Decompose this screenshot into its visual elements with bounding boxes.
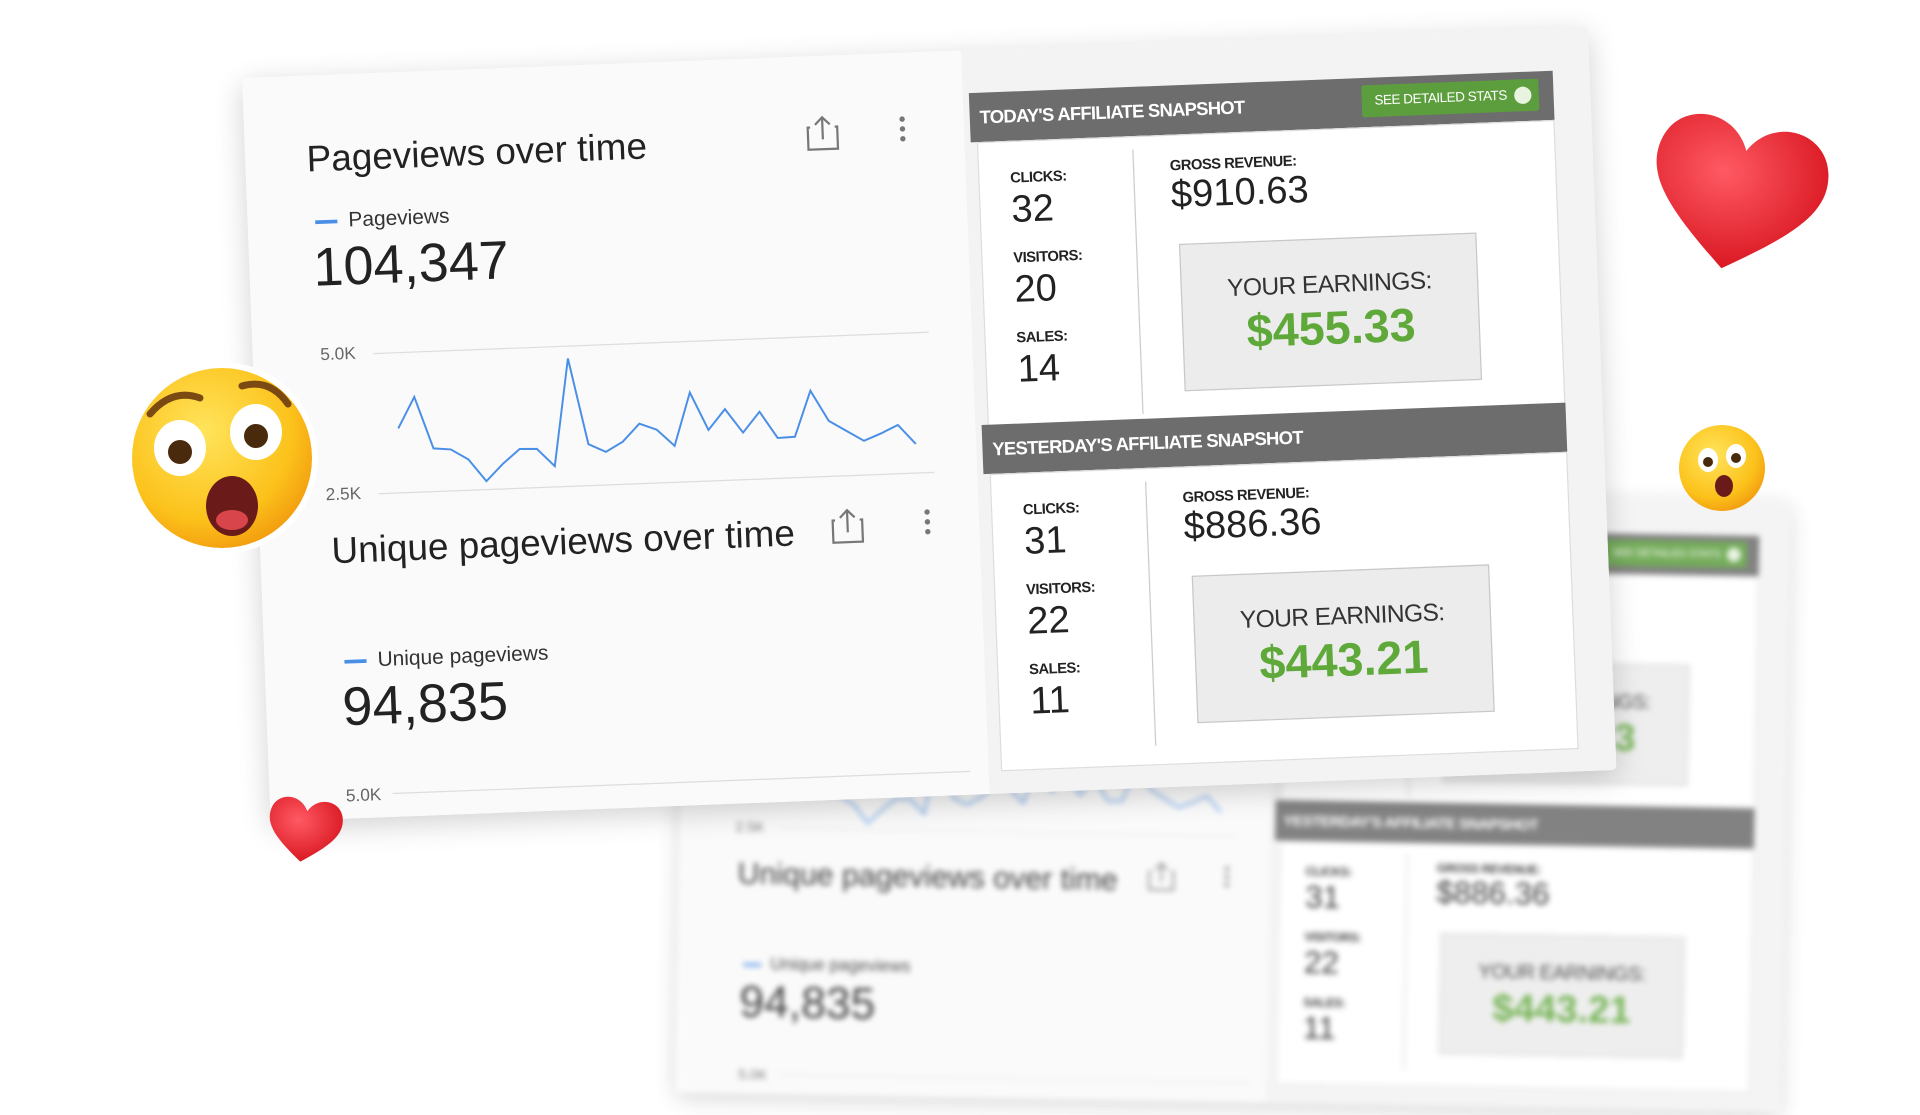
shocked-emoji-large: [126, 362, 318, 554]
share-icon: [1148, 862, 1175, 891]
shocked-emoji-small: [1679, 425, 1765, 511]
y-tick-label: 2.5K: [325, 483, 362, 504]
grid-line: [378, 471, 935, 495]
heart-large: [1656, 113, 1829, 269]
menu-dot: [1224, 866, 1230, 871]
share-icon: [831, 508, 865, 544]
grid-line: [373, 331, 929, 355]
menu-dot: [924, 519, 931, 525]
menu-dot: [900, 136, 906, 142]
dashboard-card: 2.5K 5.0K Pageviews over time Pageviews 104,…: [242, 26, 1617, 822]
menu-dot: [925, 529, 931, 535]
menu-dot: [899, 116, 905, 122]
axis-line: [392, 770, 971, 795]
menu-dot: [1224, 882, 1229, 888]
chart-layer: 2.5K 5.0K: [320, 115, 971, 795]
share-icon: [806, 115, 840, 151]
axis-line: [776, 1074, 1251, 1084]
menu-dot: [899, 126, 906, 132]
heart-small: [269, 796, 343, 862]
pageviews-line: [397, 358, 917, 483]
y-tick-label: 2.5K: [735, 819, 765, 836]
menu-dot: [924, 509, 930, 515]
grid-line: [778, 828, 1235, 838]
y-tick-label: 5.0K: [320, 343, 357, 364]
menu-dot: [1224, 874, 1230, 880]
